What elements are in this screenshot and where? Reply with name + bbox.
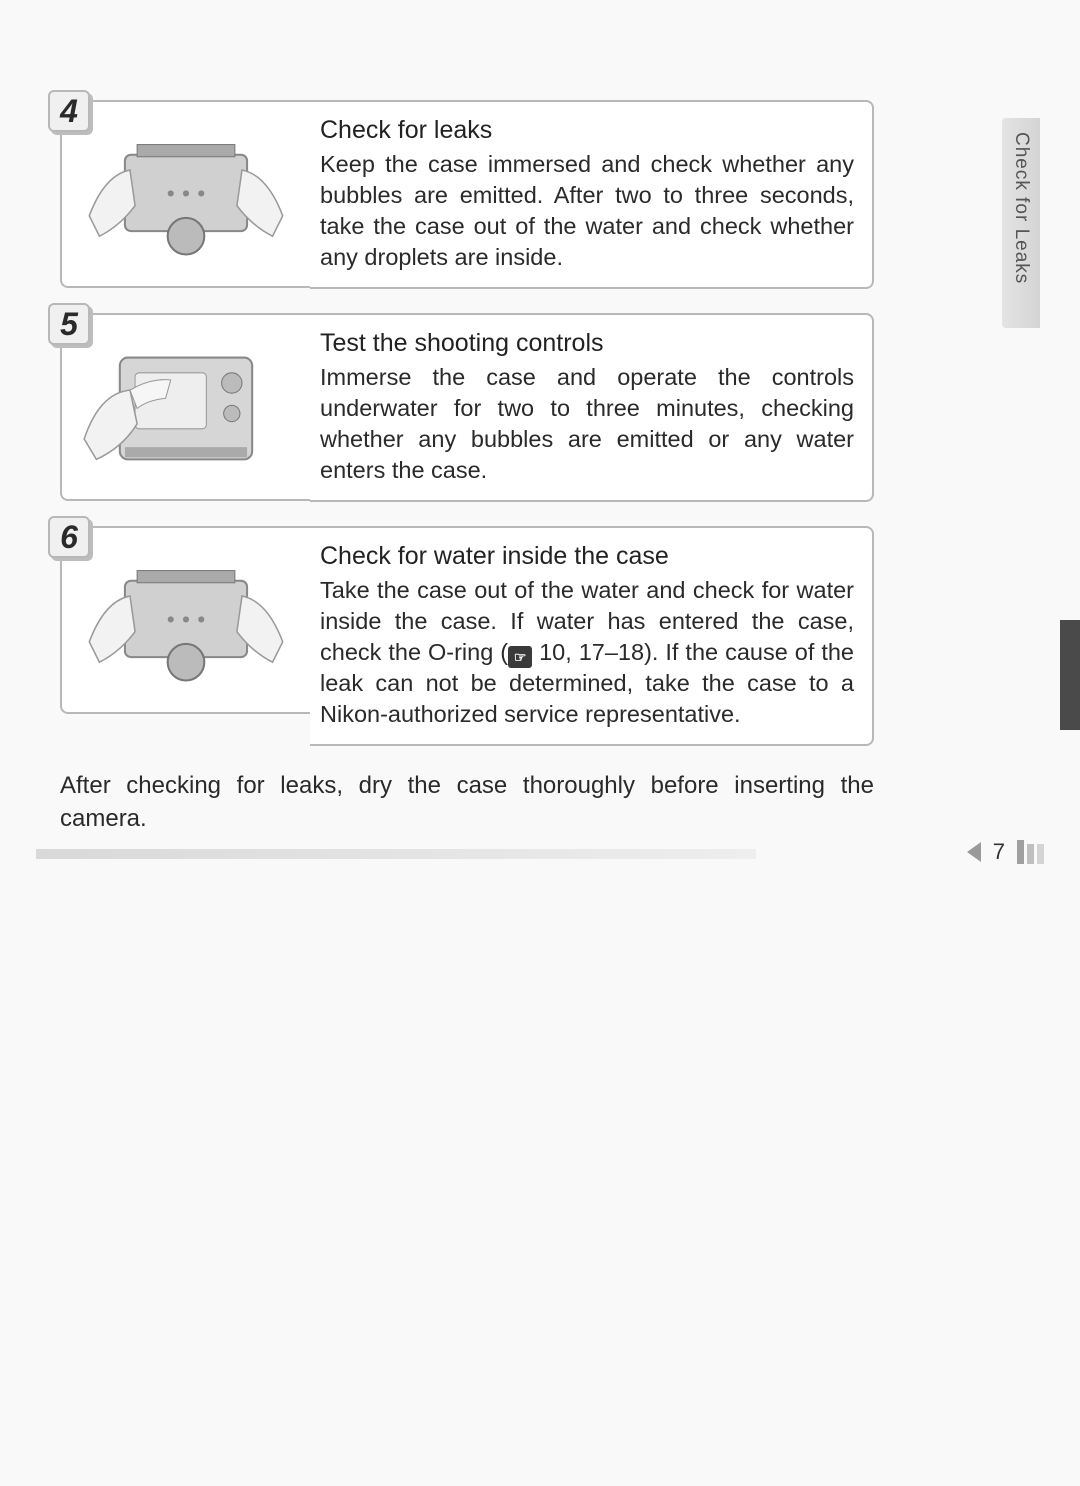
manual-page: Check for Leaks 4 Check for leaks Keep t… <box>0 0 1080 895</box>
page-number: 7 <box>993 839 1005 865</box>
step-4: 4 Check for leaks Keep the case immersed… <box>60 100 874 289</box>
footer-decor-right: 7 <box>967 839 1044 865</box>
step-6-title: Check for water inside the case <box>320 542 854 571</box>
camera-in-hands-icon <box>74 540 298 703</box>
step-5-text: Immerse the case and operate the control… <box>320 362 854 486</box>
step-4-body: Check for leaks Keep the case immersed a… <box>310 100 874 289</box>
footer-arrow-icon <box>967 842 981 862</box>
step-4-text: Keep the case immersed and check whether… <box>320 149 854 273</box>
step-4-illustration: 4 <box>60 100 310 288</box>
footer-bands-icon <box>1017 840 1044 864</box>
step-6-text: Take the case out of the water and check… <box>320 575 854 730</box>
step-6-body: Check for water inside the case Take the… <box>310 526 874 746</box>
footer-decor-left <box>36 849 756 859</box>
step-6: 6 Check for water inside the case Take t… <box>60 526 874 746</box>
step-6-illustration: 6 <box>60 526 310 714</box>
camera-controls-icon <box>74 327 298 490</box>
page-reference-icon: ☞ <box>508 646 532 668</box>
section-tab-label: Check for Leaks <box>1010 132 1032 284</box>
thumb-index-tab <box>1060 620 1080 730</box>
camera-in-hands-icon <box>74 114 298 277</box>
step-5-title: Test the shooting controls <box>320 329 854 358</box>
closing-paragraph: After checking for leaks, dry the case t… <box>60 770 874 835</box>
step-4-title: Check for leaks <box>320 116 854 145</box>
step-5-illustration: 5 <box>60 313 310 501</box>
step-5: 5 Test the shooting controls Immerse the… <box>60 313 874 502</box>
section-tab: Check for Leaks <box>1002 118 1040 328</box>
step-5-body: Test the shooting controls Immerse the c… <box>310 313 874 502</box>
page-footer: 7 <box>0 845 1080 865</box>
